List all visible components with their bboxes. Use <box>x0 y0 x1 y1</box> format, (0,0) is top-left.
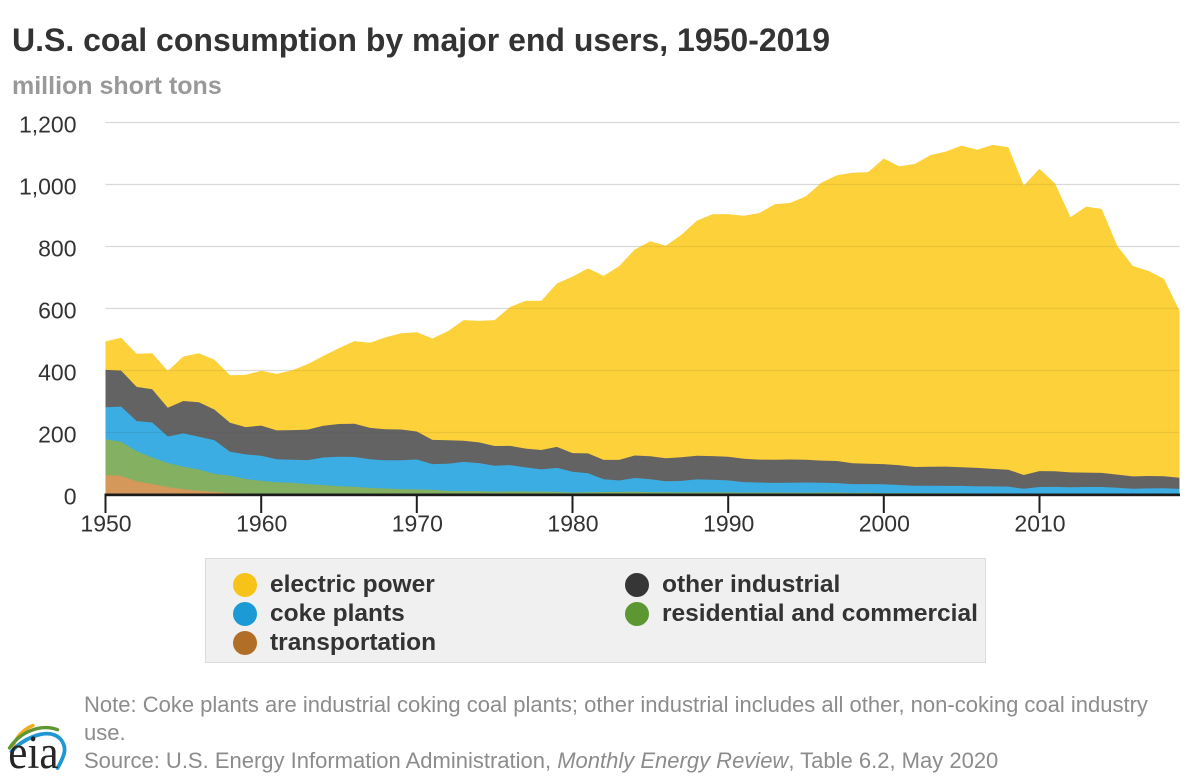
svg-text:1970: 1970 <box>392 511 443 537</box>
svg-text:eia: eia <box>8 725 58 779</box>
svg-text:1,200: 1,200 <box>19 111 77 137</box>
svg-text:200: 200 <box>38 421 76 447</box>
svg-text:1,000: 1,000 <box>19 173 77 199</box>
svg-text:0: 0 <box>64 483 77 509</box>
svg-text:1980: 1980 <box>547 511 598 537</box>
svg-text:600: 600 <box>38 297 76 323</box>
svg-text:800: 800 <box>38 235 76 261</box>
svg-text:2010: 2010 <box>1014 511 1065 537</box>
svg-text:400: 400 <box>38 359 76 385</box>
svg-text:1950: 1950 <box>80 511 131 537</box>
svg-text:2000: 2000 <box>859 511 910 537</box>
svg-text:1990: 1990 <box>703 511 754 537</box>
svg-text:1960: 1960 <box>236 511 287 537</box>
